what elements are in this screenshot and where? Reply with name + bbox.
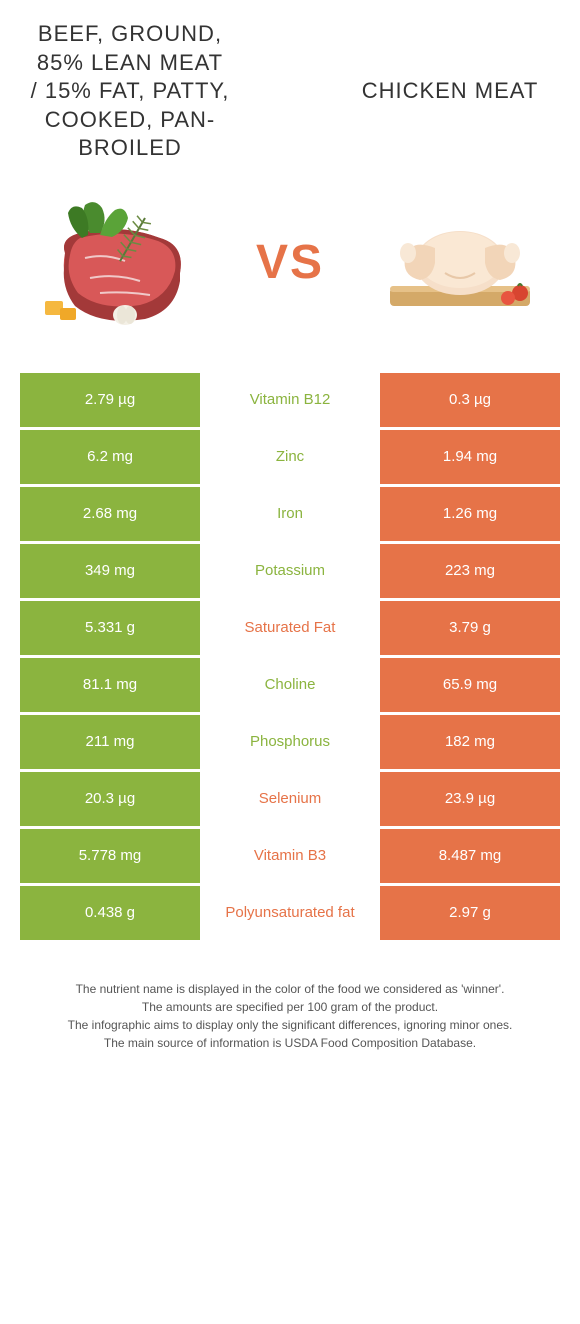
header: BEEF, GROUND, 85% LEAN MEAT / 15% FAT, P… [0, 0, 580, 173]
table-row: 81.1 mgCholine65.9 mg [20, 658, 560, 712]
cell-nutrient-label: Selenium [200, 772, 380, 826]
chicken-image [370, 183, 550, 343]
cell-right-value: 2.97 g [380, 886, 560, 940]
cell-right-value: 0.3 µg [380, 373, 560, 427]
cell-right-value: 8.487 mg [380, 829, 560, 883]
images-row: VS [0, 173, 580, 373]
vs-label: VS [256, 235, 324, 290]
cell-nutrient-label: Saturated Fat [200, 601, 380, 655]
cell-right-value: 182 mg [380, 715, 560, 769]
title-left: BEEF, GROUND, 85% LEAN MEAT / 15% FAT, P… [30, 20, 230, 163]
cell-nutrient-label: Iron [200, 487, 380, 541]
table-row: 5.778 mgVitamin B38.487 mg [20, 829, 560, 883]
table-row: 5.331 gSaturated Fat3.79 g [20, 601, 560, 655]
cell-nutrient-label: Choline [200, 658, 380, 712]
cell-left-value: 5.331 g [20, 601, 200, 655]
table-row: 349 mgPotassium223 mg [20, 544, 560, 598]
table-row: 6.2 mgZinc1.94 mg [20, 430, 560, 484]
comparison-table: 2.79 µgVitamin B120.3 µg6.2 mgZinc1.94 m… [20, 373, 560, 940]
table-row: 20.3 µgSelenium23.9 µg [20, 772, 560, 826]
cell-nutrient-label: Polyunsaturated fat [200, 886, 380, 940]
cell-right-value: 1.94 mg [380, 430, 560, 484]
beef-image [30, 183, 210, 343]
title-right: CHICKEN MEAT [350, 20, 550, 163]
cell-left-value: 2.79 µg [20, 373, 200, 427]
footer: The nutrient name is displayed in the co… [0, 980, 580, 1082]
cell-right-value: 223 mg [380, 544, 560, 598]
cell-nutrient-label: Phosphorus [200, 715, 380, 769]
cell-left-value: 0.438 g [20, 886, 200, 940]
cell-nutrient-label: Vitamin B12 [200, 373, 380, 427]
table-row: 211 mgPhosphorus182 mg [20, 715, 560, 769]
cell-right-value: 65.9 mg [380, 658, 560, 712]
footer-line: The nutrient name is displayed in the co… [20, 980, 560, 998]
cell-left-value: 349 mg [20, 544, 200, 598]
cell-nutrient-label: Potassium [200, 544, 380, 598]
cell-left-value: 6.2 mg [20, 430, 200, 484]
footer-line: The infographic aims to display only the… [20, 1016, 560, 1034]
table-row: 0.438 gPolyunsaturated fat2.97 g [20, 886, 560, 940]
cell-left-value: 5.778 mg [20, 829, 200, 883]
cell-nutrient-label: Vitamin B3 [200, 829, 380, 883]
table-row: 2.68 mgIron1.26 mg [20, 487, 560, 541]
table-row: 2.79 µgVitamin B120.3 µg [20, 373, 560, 427]
cell-right-value: 1.26 mg [380, 487, 560, 541]
footer-line: The main source of information is USDA F… [20, 1034, 560, 1052]
footer-line: The amounts are specified per 100 gram o… [20, 998, 560, 1016]
cell-left-value: 2.68 mg [20, 487, 200, 541]
cell-left-value: 81.1 mg [20, 658, 200, 712]
cell-nutrient-label: Zinc [200, 430, 380, 484]
cell-right-value: 23.9 µg [380, 772, 560, 826]
cell-left-value: 20.3 µg [20, 772, 200, 826]
cell-right-value: 3.79 g [380, 601, 560, 655]
cell-left-value: 211 mg [20, 715, 200, 769]
